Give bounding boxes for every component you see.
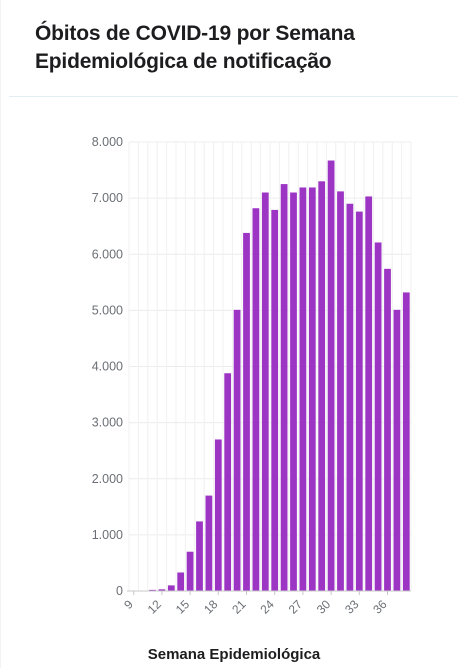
bar <box>365 196 373 591</box>
bar <box>149 589 156 591</box>
x-tick-label: 24 <box>257 597 277 617</box>
bar <box>290 192 297 591</box>
x-tick-label: 36 <box>370 597 390 617</box>
y-tick-label: 7.000 <box>92 191 123 205</box>
x-tick-label: 27 <box>286 597 306 617</box>
x-tick-label: 21 <box>229 597 249 617</box>
bar <box>224 373 232 591</box>
x-tick-label: 12 <box>145 597 165 617</box>
bar <box>299 187 307 591</box>
chart-title: Óbitos de COVID-19 por Semana Epidemioló… <box>35 22 355 73</box>
bar <box>402 292 410 591</box>
bar <box>318 181 326 591</box>
x-tick-label: 9 <box>121 597 136 612</box>
bar <box>196 521 203 591</box>
bar <box>252 208 260 592</box>
bar <box>346 203 354 592</box>
bar <box>337 191 344 591</box>
bar <box>308 187 316 591</box>
bar <box>214 439 222 591</box>
x-tick-label: 15 <box>173 597 193 617</box>
bar <box>186 551 194 591</box>
bar <box>280 184 288 591</box>
bar <box>271 209 279 591</box>
bar <box>233 309 241 591</box>
x-axis-title: Semana Epidemiológica <box>147 646 321 663</box>
title-divider <box>9 96 458 97</box>
bar <box>261 192 269 591</box>
y-tick-label: 4.000 <box>92 360 123 374</box>
bar <box>177 572 185 591</box>
bar <box>243 232 250 592</box>
bar <box>393 309 401 591</box>
y-tick-label: 1.000 <box>92 528 123 542</box>
y-tick-label: 2.000 <box>92 472 123 486</box>
bar <box>384 268 391 591</box>
bars <box>149 160 410 592</box>
x-tick-label: 33 <box>342 597 362 617</box>
bar <box>158 589 166 591</box>
bar <box>167 585 175 591</box>
bar <box>355 211 363 591</box>
y-axis: 0 1.000 2.000 3.000 4.000 5.000 6.000 7.000 8.00… <box>92 135 123 598</box>
y-tick-label: 0 <box>116 584 123 598</box>
bar <box>327 160 335 592</box>
y-tick-label: 5.000 <box>92 303 123 317</box>
bar <box>374 242 382 591</box>
gridlines <box>128 141 412 591</box>
y-tick-label: 8.000 <box>92 135 123 149</box>
y-tick-label: 6.000 <box>92 247 123 261</box>
bar <box>205 495 213 591</box>
x-tick-label: 18 <box>201 597 221 617</box>
y-tick-label: 3.000 <box>92 416 123 430</box>
x-tick-label: 30 <box>314 597 334 617</box>
x-axis: 9 12 15 18 21 24 27 30 33 36 <box>121 591 390 617</box>
